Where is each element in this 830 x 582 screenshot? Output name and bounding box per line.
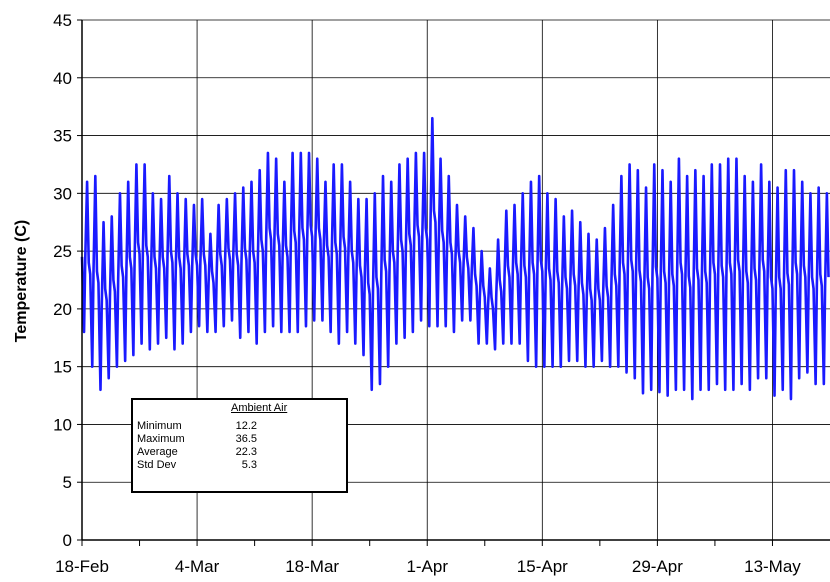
stats-label: Std Dev: [137, 459, 177, 471]
y-tick-label: 30: [53, 184, 72, 203]
stats-row-average: Average 22.3: [137, 446, 257, 460]
x-tick-label: 18-Feb: [55, 557, 109, 576]
stats-value: 36.5: [235, 433, 257, 445]
stats-row-std-dev: Std Dev 5.3: [137, 459, 257, 473]
x-tick-label: 4-Mar: [175, 557, 220, 576]
stats-label: Average: [137, 446, 178, 458]
series-layer: [80, 116, 830, 401]
stats-label: Maximum: [137, 433, 185, 445]
x-tick-label: 18-Mar: [285, 557, 339, 576]
y-tick-label: 20: [53, 300, 72, 319]
temperature-line: [80, 116, 830, 401]
stats-value: 22.3: [235, 446, 257, 458]
stats-value: 5.3: [241, 459, 257, 471]
y-tick-label: 35: [53, 127, 72, 146]
y-tick-label: 0: [63, 531, 72, 550]
y-tick-label: 15: [53, 358, 72, 377]
stats-value: 12.2: [235, 420, 257, 432]
x-tick-label: 29-Apr: [632, 557, 683, 576]
y-tick-label: 10: [53, 415, 72, 434]
y-axis-label: Temperature (C): [13, 220, 30, 342]
stats-header: Ambient Air: [231, 402, 288, 414]
y-tick-label: 40: [53, 69, 72, 88]
y-tick-labels: 0 5 10 15 20 25 30 35 40 45: [53, 11, 82, 550]
x-tick-labels: 18-Feb 4-Mar 18-Mar 1-Apr 15-Apr 29-Apr 13-May: [55, 540, 801, 576]
x-tick-label: 15-Apr: [517, 557, 568, 576]
stats-row-maximum: Maximum 36.5: [137, 433, 257, 447]
x-tick-label: 1-Apr: [406, 557, 448, 576]
y-tick-label: 45: [53, 11, 72, 30]
x-tick-label: 13-May: [744, 557, 801, 576]
y-tick-label: 25: [53, 242, 72, 261]
stats-label: Minimum: [137, 420, 182, 432]
stats-row-minimum: Minimum 12.2: [137, 420, 257, 434]
y-tick-label: 5: [63, 473, 72, 492]
stats-legend-box: Ambient Air Minimum 12.2 Maximum 36.5 Av…: [131, 398, 348, 493]
